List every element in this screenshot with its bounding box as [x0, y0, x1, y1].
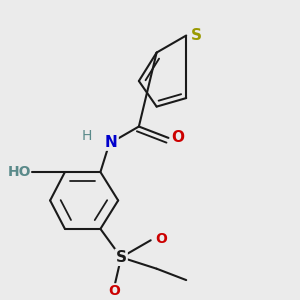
Text: O: O	[155, 232, 167, 246]
Text: N: N	[105, 135, 118, 150]
Text: S: S	[116, 250, 127, 265]
Text: O: O	[108, 284, 120, 298]
Text: O: O	[171, 130, 184, 146]
Text: S: S	[190, 28, 202, 43]
Text: H: H	[82, 130, 92, 143]
Text: HO: HO	[8, 165, 31, 179]
